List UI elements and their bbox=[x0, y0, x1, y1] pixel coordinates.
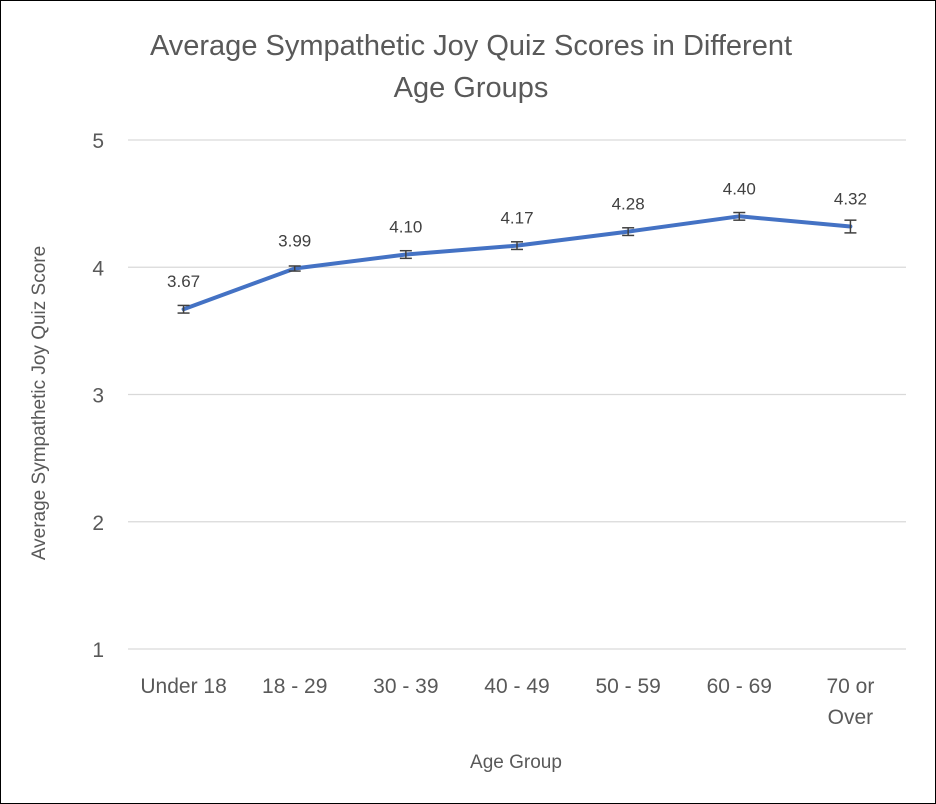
x-axis-title: Age Group bbox=[470, 752, 562, 773]
data-label: 3.99 bbox=[278, 232, 311, 251]
x-tick-label: 70 or bbox=[826, 675, 874, 698]
x-tick-label: 30 - 39 bbox=[373, 675, 438, 698]
y-tick-label: 5 bbox=[92, 130, 104, 153]
data-label: 4.28 bbox=[612, 195, 645, 214]
y-tick-label: 2 bbox=[92, 512, 104, 535]
data-labels: 3.67 3.99 4.10 4.17 4.28 4.40 4.32 bbox=[167, 179, 867, 291]
x-tick-label: 18 - 29 bbox=[262, 675, 327, 698]
x-tick-labels: Under 18 18 - 29 30 - 39 40 - 49 50 - 59 60 -… bbox=[140, 675, 874, 729]
y-tick-label: 3 bbox=[92, 385, 104, 408]
gridlines bbox=[128, 139, 906, 650]
y-tick-label: 4 bbox=[92, 257, 104, 280]
chart-title-line-2: Age Groups bbox=[393, 72, 549, 104]
data-label: 4.32 bbox=[834, 190, 867, 209]
error-bars bbox=[177, 211, 857, 314]
y-tick-labels: 1 2 3 4 5 bbox=[92, 130, 104, 662]
data-label: 4.40 bbox=[723, 179, 756, 198]
x-tick-label: Over bbox=[828, 706, 874, 729]
x-tick-label: 40 - 49 bbox=[484, 675, 549, 698]
x-tick-label: 50 - 59 bbox=[595, 675, 660, 698]
data-label: 4.17 bbox=[500, 209, 533, 228]
data-label: 3.67 bbox=[167, 272, 200, 291]
x-tick-label: Under 18 bbox=[140, 675, 226, 698]
x-tick-label: 60 - 69 bbox=[707, 675, 772, 698]
y-tick-label: 1 bbox=[92, 639, 104, 662]
series-line bbox=[181, 214, 853, 312]
data-label: 4.10 bbox=[389, 218, 422, 237]
y-axis-title: Average Sympathetic Joy Quiz Score bbox=[29, 246, 50, 560]
chart-title-line-1: Average Sympathetic Joy Quiz Scores in D… bbox=[149, 30, 793, 62]
